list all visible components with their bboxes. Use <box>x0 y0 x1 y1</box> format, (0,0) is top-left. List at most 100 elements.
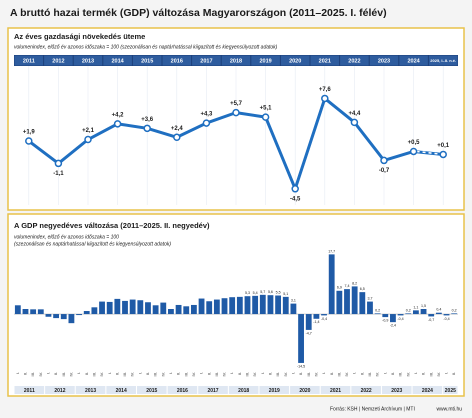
x-tick-label: II. <box>359 372 364 375</box>
data-label: 6,5 <box>360 287 365 291</box>
x-tick-label: II. <box>451 372 456 375</box>
data-label: 8,2 <box>352 281 357 285</box>
x-tick-label: II. <box>206 372 211 375</box>
x-tick-label: 2013 <box>82 58 94 64</box>
x-tick-label: 2015 <box>141 58 153 64</box>
point <box>261 113 270 121</box>
x-tick-label: 2021 <box>319 58 331 64</box>
panel-title: Az éves gazdasági növekedés üteme <box>14 32 145 41</box>
x-tick-label: I. <box>321 372 326 374</box>
year-cell <box>192 55 221 66</box>
data-label: -0,4 <box>443 317 449 321</box>
bar <box>198 298 205 315</box>
site: www.mti.hu <box>436 406 462 412</box>
year-cell <box>198 386 228 394</box>
x-tick-label: III. <box>367 372 372 376</box>
year-cell <box>14 386 45 394</box>
data-label: +5,7 <box>230 101 243 107</box>
data-label: 3,7 <box>367 297 372 301</box>
bar <box>22 309 29 315</box>
group-label: 2022 <box>361 388 372 394</box>
bar <box>30 309 37 315</box>
x-tick-label: IV. <box>436 372 441 377</box>
x-tick-label: 2018 <box>230 58 242 64</box>
x-tick-label: I. <box>352 372 357 374</box>
data-label: 5,3 <box>245 291 250 295</box>
bar <box>412 310 419 315</box>
data-label: -0,9 <box>382 319 388 323</box>
group-label: 2019 <box>269 388 280 394</box>
bar <box>145 302 151 315</box>
year-cell <box>340 55 369 66</box>
bar <box>397 314 404 316</box>
group-label: 2013 <box>85 388 96 394</box>
point <box>291 185 299 193</box>
year-cell <box>162 55 192 66</box>
bar <box>213 299 220 315</box>
year-cell <box>167 386 198 394</box>
x-tick-label: 2017 <box>200 58 212 64</box>
bar <box>359 292 366 315</box>
data-label: +3,6 <box>141 117 154 123</box>
year-cell <box>106 386 136 394</box>
data-label: -4,5 <box>290 196 301 202</box>
point <box>173 133 181 142</box>
x-tick-label: III. <box>30 372 35 376</box>
bar <box>428 314 435 317</box>
data-label: -2,4 <box>390 324 396 328</box>
year-cell <box>259 386 290 394</box>
data-label: +0,5 <box>408 140 421 146</box>
x-tick-label: I. <box>76 372 81 374</box>
data-label: 1,5 <box>421 304 426 308</box>
bar <box>443 314 450 316</box>
x-tick-label: III. <box>183 372 188 376</box>
x-tick-label: 2016 <box>171 58 183 64</box>
x-tick-label: I. <box>444 372 449 374</box>
point <box>113 120 122 128</box>
data-label: 5,4 <box>253 291 258 295</box>
point <box>202 119 211 127</box>
bar <box>390 314 396 323</box>
panel-subtitle: volumenindex, előző év azonos időszaka =… <box>14 234 119 240</box>
point <box>409 147 418 156</box>
bar <box>206 301 213 315</box>
bar <box>305 314 312 330</box>
year-cell <box>45 386 75 394</box>
bar <box>244 296 251 315</box>
bar <box>351 286 358 315</box>
bar <box>221 298 228 315</box>
data-label: +7,6 <box>319 87 332 93</box>
data-label: 5,1 <box>283 292 288 296</box>
x-tick-label: I. <box>46 372 51 374</box>
bar <box>267 295 274 315</box>
x-tick-label: 2011 <box>23 58 35 64</box>
year-cell <box>310 55 340 66</box>
bar <box>37 309 44 315</box>
x-tick-label: IV. <box>38 372 43 377</box>
x-tick-label: III. <box>245 372 250 376</box>
bar <box>451 313 458 315</box>
data-label: -1,4 <box>313 320 319 324</box>
panel-subtitle: volumenindex, előző év azonos időszaka =… <box>14 44 278 50</box>
year-cell <box>399 55 428 66</box>
bar <box>374 313 381 315</box>
bar <box>290 303 297 315</box>
x-tick-label: IV. <box>405 372 410 377</box>
x-tick-label: I. <box>290 372 295 374</box>
x-tick-label: I. <box>199 372 204 374</box>
data-label: 17,7 <box>328 249 335 253</box>
x-tick-label: II. <box>53 372 58 375</box>
year-cell <box>443 386 458 394</box>
bar <box>99 301 105 315</box>
bar <box>275 295 282 315</box>
x-tick-label: II. <box>421 372 426 375</box>
x-tick-label: 2020 <box>289 58 301 64</box>
x-tick-label: II. <box>23 372 28 375</box>
panel-quarterly <box>7 213 465 397</box>
x-tick-label: III. <box>275 372 280 376</box>
x-tick-label: 2019 <box>259 58 271 64</box>
x-tick-label: III. <box>306 372 311 376</box>
bar <box>321 314 327 316</box>
x-tick-label: III. <box>214 372 219 376</box>
point <box>439 150 447 159</box>
